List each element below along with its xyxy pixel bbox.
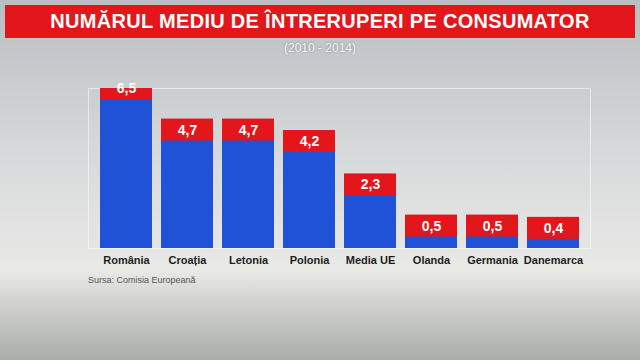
svg-text:Olanda: Olanda	[413, 254, 451, 266]
svg-text:Media UE: Media UE	[346, 254, 396, 266]
svg-text:6,5: 6,5	[117, 80, 137, 96]
svg-text:4,7: 4,7	[239, 122, 259, 138]
svg-text:Danemarca: Danemarca	[524, 254, 584, 266]
html-text:(2010 - 2014): (2010 - 2014)	[284, 41, 356, 55]
svg-text:Letonia: Letonia	[229, 254, 269, 266]
svg-text:0,5: 0,5	[422, 218, 442, 234]
svg-text:Polonia: Polonia	[290, 254, 331, 266]
svg-text:4,2: 4,2	[300, 133, 320, 149]
svg-text:0,4: 0,4	[544, 220, 564, 236]
svg-text:România: România	[103, 254, 150, 266]
html-text:NUMĂRUL MEDIU DE ÎNTRERUPERI P: NUMĂRUL MEDIU DE ÎNTRERUPERI PE CONSUMAT…	[50, 10, 590, 32]
svg-text:2,3: 2,3	[361, 176, 381, 192]
svg-text:4,7: 4,7	[178, 122, 198, 138]
svg-text:0,5: 0,5	[483, 218, 503, 234]
svg-text:Croația: Croația	[169, 254, 208, 266]
html-text:Sursa: Comisia Europeană: Sursa: Comisia Europeană	[88, 275, 196, 285]
svg-text:Germania: Germania	[467, 254, 519, 266]
